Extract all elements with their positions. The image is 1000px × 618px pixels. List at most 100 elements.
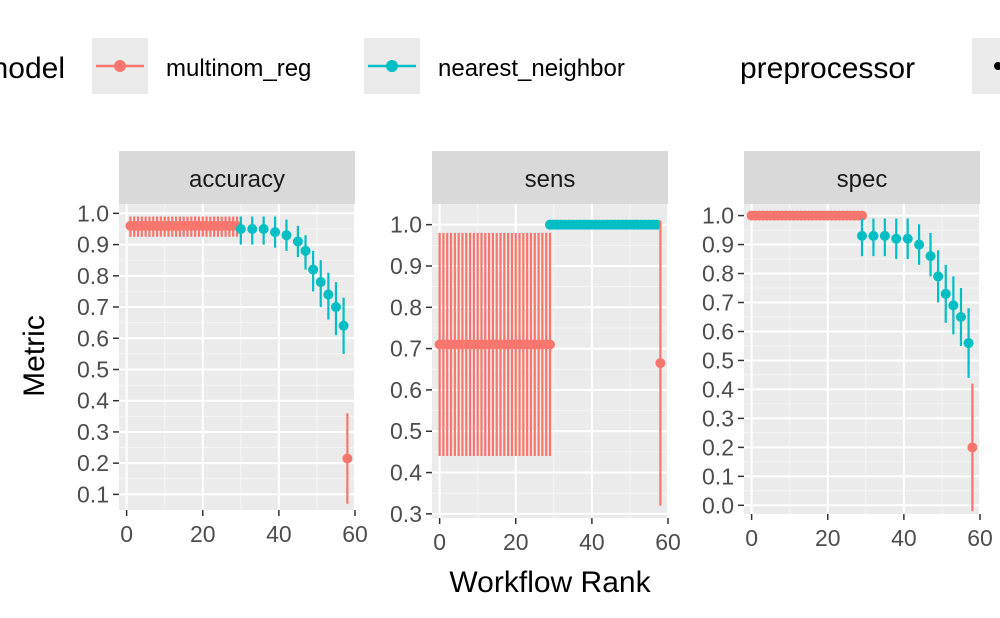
marks-spec	[746, 210, 978, 512]
y-tick-label: 0.3	[77, 419, 109, 445]
strip-sens	[432, 151, 668, 204]
data-point	[247, 223, 258, 234]
legend: model multinom_reg nearest_neighbor prep…	[0, 38, 1000, 94]
y-tick-label: 0.8	[702, 261, 734, 287]
y-ticks-spec: 0.0 0.1 0.2 0.3 0.4 0.5 0.60.7 0.8 0.9 1.0	[702, 203, 744, 518]
x-ticks-accuracy: 0 20 40 60	[120, 510, 368, 547]
x-tick-label: 60	[655, 529, 681, 555]
y-tick-label: 0.2	[702, 434, 734, 460]
y-tick-label: 0.3	[702, 405, 734, 431]
panel-sens: sens 0.3 0.4 0.5 0.6 0.7 0.8 0.9 1.0 0 20 40 60	[390, 151, 681, 555]
y-tick-label: 0.6	[702, 318, 734, 344]
x-tick-label: 40	[891, 525, 917, 551]
x-tick-label: 20	[190, 521, 216, 547]
x-ticks-spec: 0 20 40 60	[745, 514, 993, 551]
data-point	[948, 300, 959, 311]
data-point	[857, 210, 867, 221]
y-tick-label: 1.0	[390, 212, 422, 238]
data-point	[235, 223, 246, 234]
x-tick-label: 0	[120, 521, 133, 547]
data-point	[545, 339, 555, 350]
data-point	[323, 289, 334, 300]
y-tick-label: 0.7	[77, 294, 109, 320]
y-ticks-sens: 0.3 0.4 0.5 0.6 0.7 0.8 0.9 1.0	[390, 212, 432, 527]
legend-title-model: model	[0, 52, 65, 85]
data-point	[963, 338, 974, 349]
y-tick-label: 0.2	[77, 450, 109, 476]
y-ticks-accuracy: 0.1 0.2 0.3 0.4 0.5 0.6 0.7 0.8 0.9 1.0	[77, 200, 119, 507]
data-point	[902, 233, 913, 244]
legend-key-point-preprocessor	[994, 62, 1000, 70]
y-tick-label: 0.0	[702, 492, 734, 518]
data-point	[300, 245, 311, 256]
strip-label-accuracy: accuracy	[189, 166, 285, 193]
data-point	[655, 358, 666, 369]
x-tick-label: 0	[745, 525, 758, 551]
y-tick-label: 0.1	[702, 463, 734, 489]
data-point	[955, 311, 966, 322]
y-tick-label: 1.0	[702, 203, 734, 229]
data-point	[940, 288, 951, 299]
y-tick-label: 0.5	[390, 418, 422, 444]
marks-sens	[434, 219, 666, 506]
data-point	[967, 442, 978, 453]
y-tick-label: 0.6	[390, 377, 422, 403]
x-tick-label: 40	[266, 521, 292, 547]
x-tick-label: 0	[433, 529, 446, 555]
data-point	[315, 277, 326, 288]
y-tick-label: 0.6	[77, 325, 109, 351]
y-tick-label: 0.4	[702, 376, 734, 402]
data-point	[651, 219, 662, 230]
data-point	[914, 239, 925, 250]
data-point	[338, 320, 349, 331]
x-tick-label: 60	[967, 525, 993, 551]
y-tick-label: 0.5	[77, 356, 109, 382]
data-point	[330, 302, 341, 313]
y-tick-label: 0.7	[702, 290, 734, 316]
x-tick-label: 20	[503, 529, 529, 555]
legend-label-nearest-neighbor: nearest_neighbor	[438, 55, 625, 82]
strip-spec	[744, 151, 980, 204]
x-axis-title: Workflow Rank	[449, 566, 651, 599]
y-tick-label: 0.9	[77, 232, 109, 258]
legend-key-point-multinom-reg	[114, 60, 126, 72]
data-point	[925, 251, 936, 262]
y-tick-label: 1.0	[77, 200, 109, 226]
strip-accuracy	[119, 151, 355, 204]
x-tick-label: 60	[342, 521, 368, 547]
y-axis-title: Metric	[18, 315, 51, 397]
panel-accuracy: accuracy 0.10.20.30.40.50.60.70.80.91.0 …	[77, 151, 368, 547]
data-point	[857, 230, 867, 241]
data-point	[342, 453, 353, 464]
data-point	[258, 223, 269, 234]
y-tick-label: 0.3	[390, 501, 422, 527]
strip-label-sens: sens	[525, 166, 576, 193]
y-tick-label: 0.7	[390, 336, 422, 362]
x-tick-label: 40	[579, 529, 605, 555]
y-tick-label: 0.9	[390, 253, 422, 279]
legend-key-point-nearest-neighbor	[386, 60, 398, 72]
y-tick-label: 0.5	[702, 347, 734, 373]
y-tick-label: 0.4	[390, 460, 422, 486]
marks-accuracy	[125, 216, 353, 504]
data-point	[281, 230, 292, 241]
legend-label-multinom-reg: multinom_reg	[166, 55, 311, 82]
x-tick-label: 20	[815, 525, 841, 551]
data-point	[868, 230, 879, 241]
legend-title-preprocessor: preprocessor	[740, 52, 915, 85]
data-point	[270, 227, 281, 238]
strip-label-spec: spec	[837, 166, 888, 193]
y-tick-label: 0.9	[702, 232, 734, 258]
x-ticks-sens: 0 20 40 60	[433, 518, 681, 555]
panel-background-accuracy	[119, 204, 355, 510]
data-point	[933, 271, 944, 282]
panel-spec: spec 0.0 0.1 0.2 0.3 0.4 0.5 0.60.7 0.8 0.9 1.0 0…	[702, 151, 993, 551]
data-point	[308, 264, 319, 275]
y-tick-label: 0.4	[77, 388, 109, 414]
data-point	[292, 236, 303, 247]
gridlines-accuracy	[119, 204, 356, 510]
data-point	[879, 230, 890, 241]
y-tick-label: 0.8	[390, 294, 422, 320]
data-point	[891, 233, 902, 244]
